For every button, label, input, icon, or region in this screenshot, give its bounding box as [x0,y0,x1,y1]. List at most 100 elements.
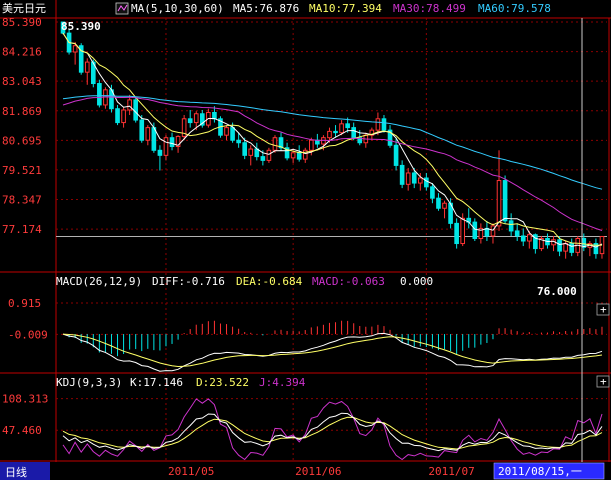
candle-down [399,164,405,185]
candle-down [296,152,302,160]
candle-down [520,235,526,242]
candle-down [278,137,284,149]
candle-up [442,202,447,209]
y-tick-label: 77.174 [2,223,42,236]
candle-down [333,130,338,134]
main-price-panel[interactable] [60,21,605,259]
candle-up [302,149,308,160]
candle-up [526,234,532,242]
macd-dea-legend: DEA:-0.684 [236,275,303,288]
candle-down [411,172,417,184]
candle-down [97,83,102,106]
y-tick-label: 79.521 [2,164,42,177]
y-tick-label: 83.043 [2,75,42,88]
cursor-date-box [493,462,605,480]
candle-down [199,113,205,126]
y-tick-label: 80.695 [2,134,42,147]
kdj-k-legend: K:17.146 [130,376,183,389]
timeframe-tab-label: 日线 [5,465,27,479]
candle-up [193,113,199,124]
candle-down [90,61,96,85]
candle-down [187,118,193,124]
candle-down [424,177,429,188]
kdj-legend: KDJ(9,3,3) K:17.146 D:23.522 J:4.394 [56,376,306,389]
candle-down [484,227,490,237]
candle-up [417,177,423,184]
macd-value-legend: MACD:-0.063 [312,275,385,288]
candle-up [539,238,544,250]
macd-legend: MACD(26,12,9) DIFF:-0.716 DEA:-0.684 MAC… [56,275,433,288]
kdj-legend-label: KDJ(9,3,3) [56,376,122,389]
macd-dea-line [62,333,603,368]
candle-down [454,222,459,245]
kdj-d-legend: D:23.522 [196,376,249,389]
candle-down [393,144,399,166]
candle-down [569,243,575,253]
candle-up [266,149,272,161]
macd-panel[interactable] [62,320,603,372]
y-tick-label: -0.009 [8,328,48,341]
ma10-legend: MA10:77.394 [309,2,382,15]
candle-up [127,99,132,111]
candle-up [563,243,568,252]
candle-down [260,156,266,161]
symbol-title: 美元日元 [2,2,46,15]
kdj-j-line [62,398,603,461]
timeframe-tab[interactable] [0,462,50,480]
y-tick-label: 84.216 [2,46,42,59]
candle-down [502,180,508,222]
ma10-line [62,32,603,246]
candle-up [490,225,496,237]
x-tick-label: 2011/07 [428,465,474,478]
candle-down [212,112,217,120]
x-tick-label: 2011/06 [295,465,341,478]
main-legend: 美元日元 MA(5,10,30,60) MA5:76.876 MA10:77.3… [2,2,551,15]
candle-up [339,123,344,134]
macd-legend-label: MACD(26,12,9) [56,275,142,288]
ma5-line [62,32,603,248]
candle-up [175,135,181,148]
y-tick-label: 78.347 [2,194,42,207]
kdj-k-line [62,412,603,452]
x-axis-labels: 2011/05 2011/06 2011/07 [168,465,475,478]
high-price-label: 85.390 [61,20,101,33]
ma30-line [62,96,603,231]
candle-up [72,45,78,53]
candle-down [169,137,175,148]
bottom-bar: 日线 2011/05 2011/06 2011/07 2011/08/15,一 [0,462,611,480]
candle-down [593,243,599,255]
x-tick-label: 2011/05 [168,465,214,478]
candle-down [436,197,441,209]
macd-expand-button[interactable] [596,303,610,316]
candle-up [272,137,278,151]
candle-up [375,118,381,131]
macd-extra-legend: 0.000 [400,275,433,288]
candle-up [181,118,187,137]
candle-down [151,127,157,151]
macd-diff-legend: DIFF:-0.716 [152,275,225,288]
ma-settings-icon[interactable] [115,2,129,15]
ma-settings-icon-glyph [117,4,128,12]
ma-legend-label: MA(5,10,30,60) [131,2,224,15]
candle-up [308,139,314,151]
y-tick-label: 47.460 [2,424,42,437]
candle-down [139,119,145,141]
kdj-expand-button[interactable] [596,375,610,388]
candle-down [157,149,163,156]
candle-down [133,99,139,121]
candle-down [557,239,562,252]
candle-down [351,127,357,139]
ma5-legend: MA5:76.876 [233,2,299,15]
candle-down [242,142,248,156]
plus-icon: + [600,375,607,388]
kdj-panel[interactable] [62,398,603,461]
candle-up [145,127,151,141]
macd-diff-line [62,332,603,372]
ma60-legend: MA60:79.578 [478,2,551,15]
cursor-date-label: 2011/08/15,一 [498,465,582,478]
candle-up [224,127,229,136]
candle-down [387,129,393,146]
kdj-d-line [62,416,603,450]
candle-down [230,127,235,141]
